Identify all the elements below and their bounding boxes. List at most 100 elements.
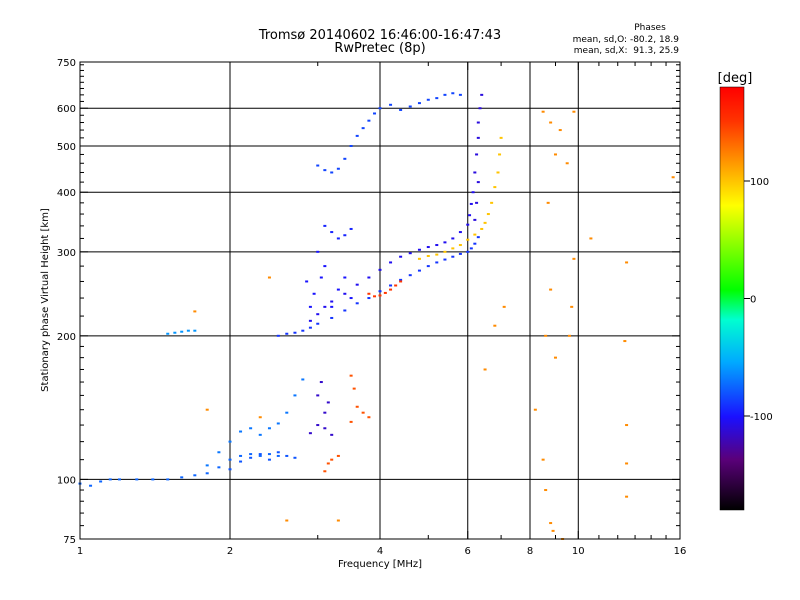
data-point [301,329,305,332]
data-point [399,278,403,281]
x-tick-label: 2 [227,546,233,557]
data-point [293,331,297,334]
y-tick-label: 300 [57,248,76,259]
y-tick-label: 100 [57,475,76,486]
data-point [312,292,316,295]
data-point [466,238,470,241]
data-point [336,288,340,291]
colorbar-tick-label: 0 [750,295,756,306]
data-point [408,105,412,108]
colorbar [719,86,745,511]
colorbar-tick-label: -100 [750,412,773,423]
data-point [435,97,439,100]
data-point [473,233,477,236]
data-point [558,129,562,132]
data-point [451,92,455,95]
data-point [426,265,430,268]
data-point [349,227,353,230]
data-point [408,252,412,255]
data-point [343,309,347,312]
data-point [361,411,365,414]
data-point [533,408,537,411]
data-point [349,420,353,423]
data-point [349,297,353,300]
data-point [367,276,371,279]
data-point [480,93,484,96]
data-point [493,324,497,327]
grid-lines [80,62,680,539]
data-point [373,112,377,115]
y-tick-label: 500 [57,142,76,153]
data-point [267,453,271,456]
data-point [323,169,327,172]
data-point [323,305,327,308]
data-point [473,218,477,221]
data-point [361,127,365,130]
data-point [330,231,334,234]
data-point [486,213,490,216]
data-point [326,401,330,404]
data-point [499,136,503,139]
data-point [426,98,430,101]
data-point [239,454,243,457]
data-point [458,252,462,255]
data-point [567,334,571,337]
data-point [502,305,506,308]
data-point [258,454,262,457]
data-point [308,432,312,435]
data-point [249,456,253,459]
y-axis: 75 100 200 300 400 500 600 750 [57,58,680,546]
data-point [476,236,480,239]
data-point [367,292,371,295]
data-point [399,280,403,283]
data-point [476,121,480,124]
data-point [217,451,221,454]
data-point [549,121,553,124]
data-point [316,313,320,316]
data-point [293,394,297,397]
data-point [389,103,393,106]
data-point [316,394,320,397]
data-point [316,322,320,325]
colorbar-ticks: 100 0 -100 [744,177,773,423]
data-point [443,250,447,253]
data-point [394,284,398,287]
data-point [166,332,170,335]
data-point [151,478,155,481]
data-point [330,316,334,319]
data-point [276,454,280,457]
data-point [469,202,473,205]
stats-x: mean, sd,X: 91.3, 25.9 [574,46,680,56]
data-points [78,92,675,540]
data-point [625,462,629,465]
data-point [480,227,484,230]
data-point [349,144,353,147]
data-point [108,478,112,481]
x-tick-label: 6 [465,546,471,557]
data-point [426,246,430,249]
data-point [205,464,209,467]
data-point [549,522,553,525]
data-point [239,460,243,463]
data-point [276,334,280,337]
data-point [458,231,462,234]
data-point [276,451,280,454]
data-point [476,181,480,184]
data-point [355,283,359,286]
data-point [389,261,393,264]
stats-o: mean, sd,O: -80.2, 18.9 [573,35,680,45]
x-tick-label: 8 [527,546,533,557]
data-point [305,280,309,283]
data-point [435,253,439,256]
x-tick-label: 4 [377,546,383,557]
data-point [326,462,330,465]
data-point [323,427,327,430]
data-point [570,305,574,308]
data-point [435,261,439,264]
data-point [435,244,439,247]
data-point [671,176,675,179]
data-point [355,405,359,408]
data-point [367,119,371,122]
data-point [330,305,334,308]
data-point [285,411,289,414]
